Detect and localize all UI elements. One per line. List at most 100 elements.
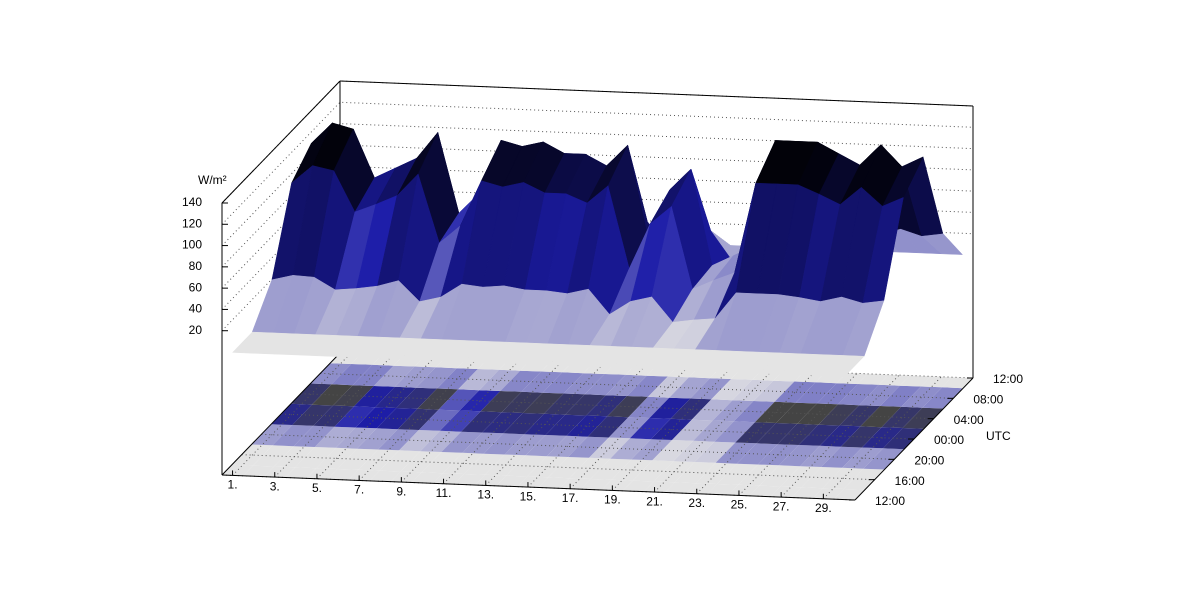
heatmap-cell — [605, 374, 647, 396]
axis-box-line — [221, 80, 341, 204]
axis-box-line — [221, 352, 341, 476]
heatmap-cell — [797, 403, 838, 425]
heatmap-cell — [331, 364, 373, 386]
heatmap-cell — [584, 374, 626, 396]
x-tick-label: 27. — [773, 499, 790, 513]
heatmap-cell — [548, 457, 590, 479]
heatmap-cell — [390, 471, 422, 483]
x-tick-label: 23. — [688, 496, 705, 510]
heatmap-cell — [649, 397, 691, 419]
y-grid-line — [241, 454, 875, 481]
heatmap-cell — [501, 391, 543, 413]
surface-patch — [822, 355, 865, 377]
heatmap-cell — [749, 485, 781, 497]
heatmap-cell — [733, 401, 775, 423]
y-grid-line — [280, 413, 915, 440]
heatmap-cell — [779, 445, 820, 467]
heatmap-cell — [587, 416, 629, 438]
z-grid-line — [221, 144, 974, 268]
heatmap-cell — [686, 483, 718, 495]
x-tick-label: 21. — [646, 494, 663, 508]
heatmap-cell — [816, 383, 858, 405]
heatmap-cell — [369, 470, 401, 482]
x-tick-label: 25. — [731, 498, 748, 512]
y-tick-label: 00:00 — [934, 433, 964, 447]
heatmap-cell — [475, 474, 507, 486]
z-tick-label: 100 — [182, 238, 202, 252]
heatmap-cell — [411, 472, 443, 484]
heatmap-cell — [538, 477, 570, 489]
heatmap-cell — [565, 394, 606, 416]
heatmap-cell — [644, 481, 675, 493]
heatmap-cell — [264, 466, 296, 478]
heatmap-cell — [665, 482, 696, 494]
heatmap-cell — [354, 386, 395, 408]
heatmap-cell — [433, 473, 464, 485]
z-tick-label: 20 — [189, 323, 203, 337]
heatmap-cell — [375, 386, 416, 408]
heatmap-cell — [290, 383, 332, 405]
heatmap-cell — [454, 474, 485, 485]
heatmap-cell — [327, 469, 359, 480]
heatmap-cell — [311, 384, 353, 406]
heatmap-cell — [542, 372, 584, 394]
heatmap-cell — [559, 478, 591, 490]
y-grid-line — [261, 433, 895, 460]
x-grid-line — [738, 373, 858, 496]
heatmap-cell — [632, 460, 674, 482]
heatmap-cell — [859, 384, 900, 406]
heatmap-cell — [517, 476, 549, 488]
heatmap-cell — [292, 404, 333, 426]
heatmap-cell — [590, 458, 632, 480]
y-tick-label: 12:00 — [993, 372, 1023, 386]
z-tick-label: 80 — [189, 259, 203, 273]
x-grid-line — [358, 358, 478, 481]
z-tick-label: 40 — [189, 302, 203, 316]
heatmap-cell — [690, 378, 732, 400]
x-grid-line — [232, 353, 351, 476]
z-grid-line — [221, 123, 974, 246]
heatmap-cell — [812, 488, 844, 500]
heatmap-cell — [622, 480, 654, 492]
heatmap-cell — [458, 369, 499, 391]
heatmap-cell — [694, 441, 736, 463]
heatmap-cell — [901, 386, 943, 408]
x-tick-label: 7. — [354, 483, 364, 497]
heatmap-cell — [843, 468, 885, 490]
heatmap-cell — [479, 369, 521, 391]
z-grid-line — [221, 101, 974, 225]
x-grid-line — [611, 368, 731, 491]
z-axis-label: W/m² — [198, 173, 227, 187]
heatmap-cell — [674, 462, 716, 484]
heatmap-cell — [483, 433, 525, 455]
y-grid-line — [320, 372, 954, 399]
heatmap-cell — [601, 479, 633, 491]
y-tick-label: 20:00 — [914, 454, 944, 468]
heatmap-cell — [863, 448, 905, 470]
heatmap-cell — [496, 475, 528, 487]
heatmap-cell — [902, 407, 944, 429]
heatmap-cell — [295, 447, 336, 469]
x-tick-label: 5. — [312, 481, 322, 495]
heatmap-cell — [798, 424, 840, 446]
x-tick-label: 1. — [228, 478, 238, 492]
heatmap-cell — [669, 377, 710, 399]
heatmap-cell — [883, 428, 924, 450]
x-grid-line — [696, 371, 816, 495]
x-tick-label: 15. — [520, 489, 537, 503]
x-tick-label: 17. — [562, 491, 579, 505]
heatmap-cell — [521, 371, 563, 393]
heatmap-cell — [691, 399, 733, 421]
heatmap-cell — [463, 453, 505, 475]
x-grid-line — [443, 361, 562, 485]
heatmap-cell — [839, 405, 881, 427]
heatmap-cell — [252, 445, 294, 467]
heatmap-cell — [607, 396, 649, 418]
heatmap-cell — [759, 465, 801, 487]
heatmap-cell — [857, 373, 889, 385]
heatmap-cell — [334, 406, 376, 428]
heatmap-cell — [921, 376, 952, 388]
z-tick-label: 60 — [189, 280, 203, 294]
heatmap-cell — [714, 421, 755, 443]
